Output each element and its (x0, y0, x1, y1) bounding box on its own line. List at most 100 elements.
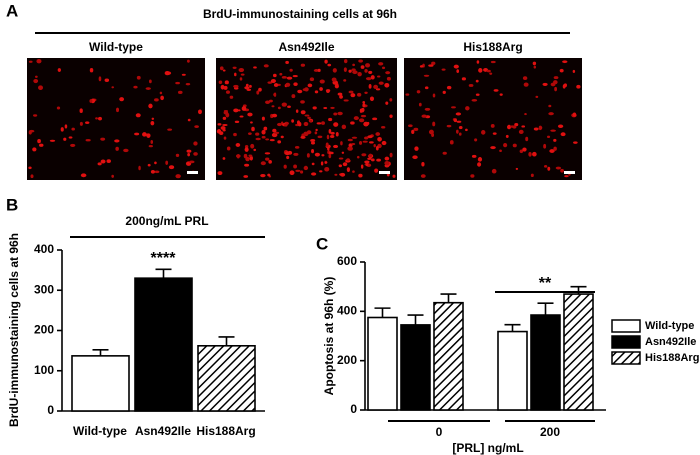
cell (550, 129, 556, 132)
cell (364, 160, 370, 164)
cell (330, 135, 335, 138)
cell (273, 83, 279, 87)
cell (420, 174, 426, 178)
cell (270, 79, 276, 84)
cell (85, 139, 91, 142)
cell (256, 90, 260, 95)
cell (272, 128, 277, 133)
y-tick-label: 200 (337, 353, 357, 367)
cell (353, 116, 359, 121)
cell (253, 148, 257, 152)
x-tick-label: 0 (436, 425, 443, 439)
cell (30, 174, 34, 179)
cell (133, 85, 138, 89)
cell (368, 141, 374, 144)
cell (222, 123, 228, 126)
cell (384, 156, 390, 161)
cell (194, 125, 199, 128)
cell (150, 140, 154, 144)
cell (352, 170, 355, 173)
cell (302, 88, 308, 91)
cell (334, 173, 338, 176)
cell (222, 128, 226, 132)
cell (274, 131, 280, 134)
cell (177, 90, 183, 94)
cell (414, 146, 419, 151)
cell (111, 86, 115, 89)
cell (405, 93, 410, 96)
cell (247, 132, 252, 135)
cell (505, 134, 509, 138)
cell (346, 158, 350, 162)
legend-label: Asn492Ile (645, 336, 696, 348)
cell (123, 148, 129, 153)
cell (285, 82, 291, 87)
bar (530, 314, 561, 411)
cell (239, 77, 243, 81)
cell (175, 174, 181, 179)
cell (150, 120, 155, 126)
bar (134, 277, 193, 412)
cell (187, 152, 191, 157)
cell (317, 135, 323, 139)
cell (236, 154, 241, 158)
cell (441, 68, 446, 71)
cell (283, 164, 287, 169)
cell (244, 163, 250, 167)
cell (347, 138, 353, 142)
bar (563, 293, 594, 411)
cell (219, 66, 224, 71)
cell (63, 137, 67, 141)
cell (481, 130, 486, 135)
cell (281, 102, 287, 107)
cell (456, 129, 459, 134)
cell (269, 139, 275, 142)
cell (89, 67, 94, 73)
micrograph (216, 58, 397, 180)
cell (376, 75, 381, 78)
cell (361, 153, 367, 157)
cell (373, 84, 379, 90)
cell (524, 113, 527, 116)
cell (328, 153, 332, 159)
cell (316, 122, 322, 125)
cell (79, 108, 83, 114)
cell (368, 70, 373, 74)
cell (247, 112, 253, 117)
cell (114, 139, 120, 143)
cell (226, 146, 231, 151)
cell (135, 113, 141, 118)
cell (507, 124, 512, 130)
cell (360, 114, 367, 118)
cell (543, 165, 548, 168)
cell (267, 81, 273, 84)
image-label: Wild-type (89, 40, 143, 54)
cell (421, 161, 425, 167)
cell (424, 86, 429, 90)
cell (554, 86, 558, 92)
cell (357, 92, 362, 97)
cell (307, 116, 311, 120)
cell (165, 71, 172, 75)
x-tick-label: 200 (540, 425, 560, 439)
x-tick-label: His188Arg (196, 424, 255, 438)
cell (418, 102, 422, 107)
cell (300, 100, 305, 104)
cell (352, 70, 358, 75)
cell (57, 68, 61, 72)
cell (522, 147, 527, 152)
cell (300, 63, 306, 67)
cell (138, 165, 141, 171)
cell (364, 91, 368, 94)
cell (154, 161, 157, 165)
cell (272, 73, 277, 78)
panel-letter: C (316, 234, 328, 253)
x-tick-label: Asn492Ile (135, 424, 191, 438)
cell (271, 105, 275, 108)
cell (147, 163, 151, 167)
cell (343, 67, 347, 72)
cell (233, 108, 239, 113)
cell (465, 128, 468, 132)
cell (315, 128, 318, 132)
